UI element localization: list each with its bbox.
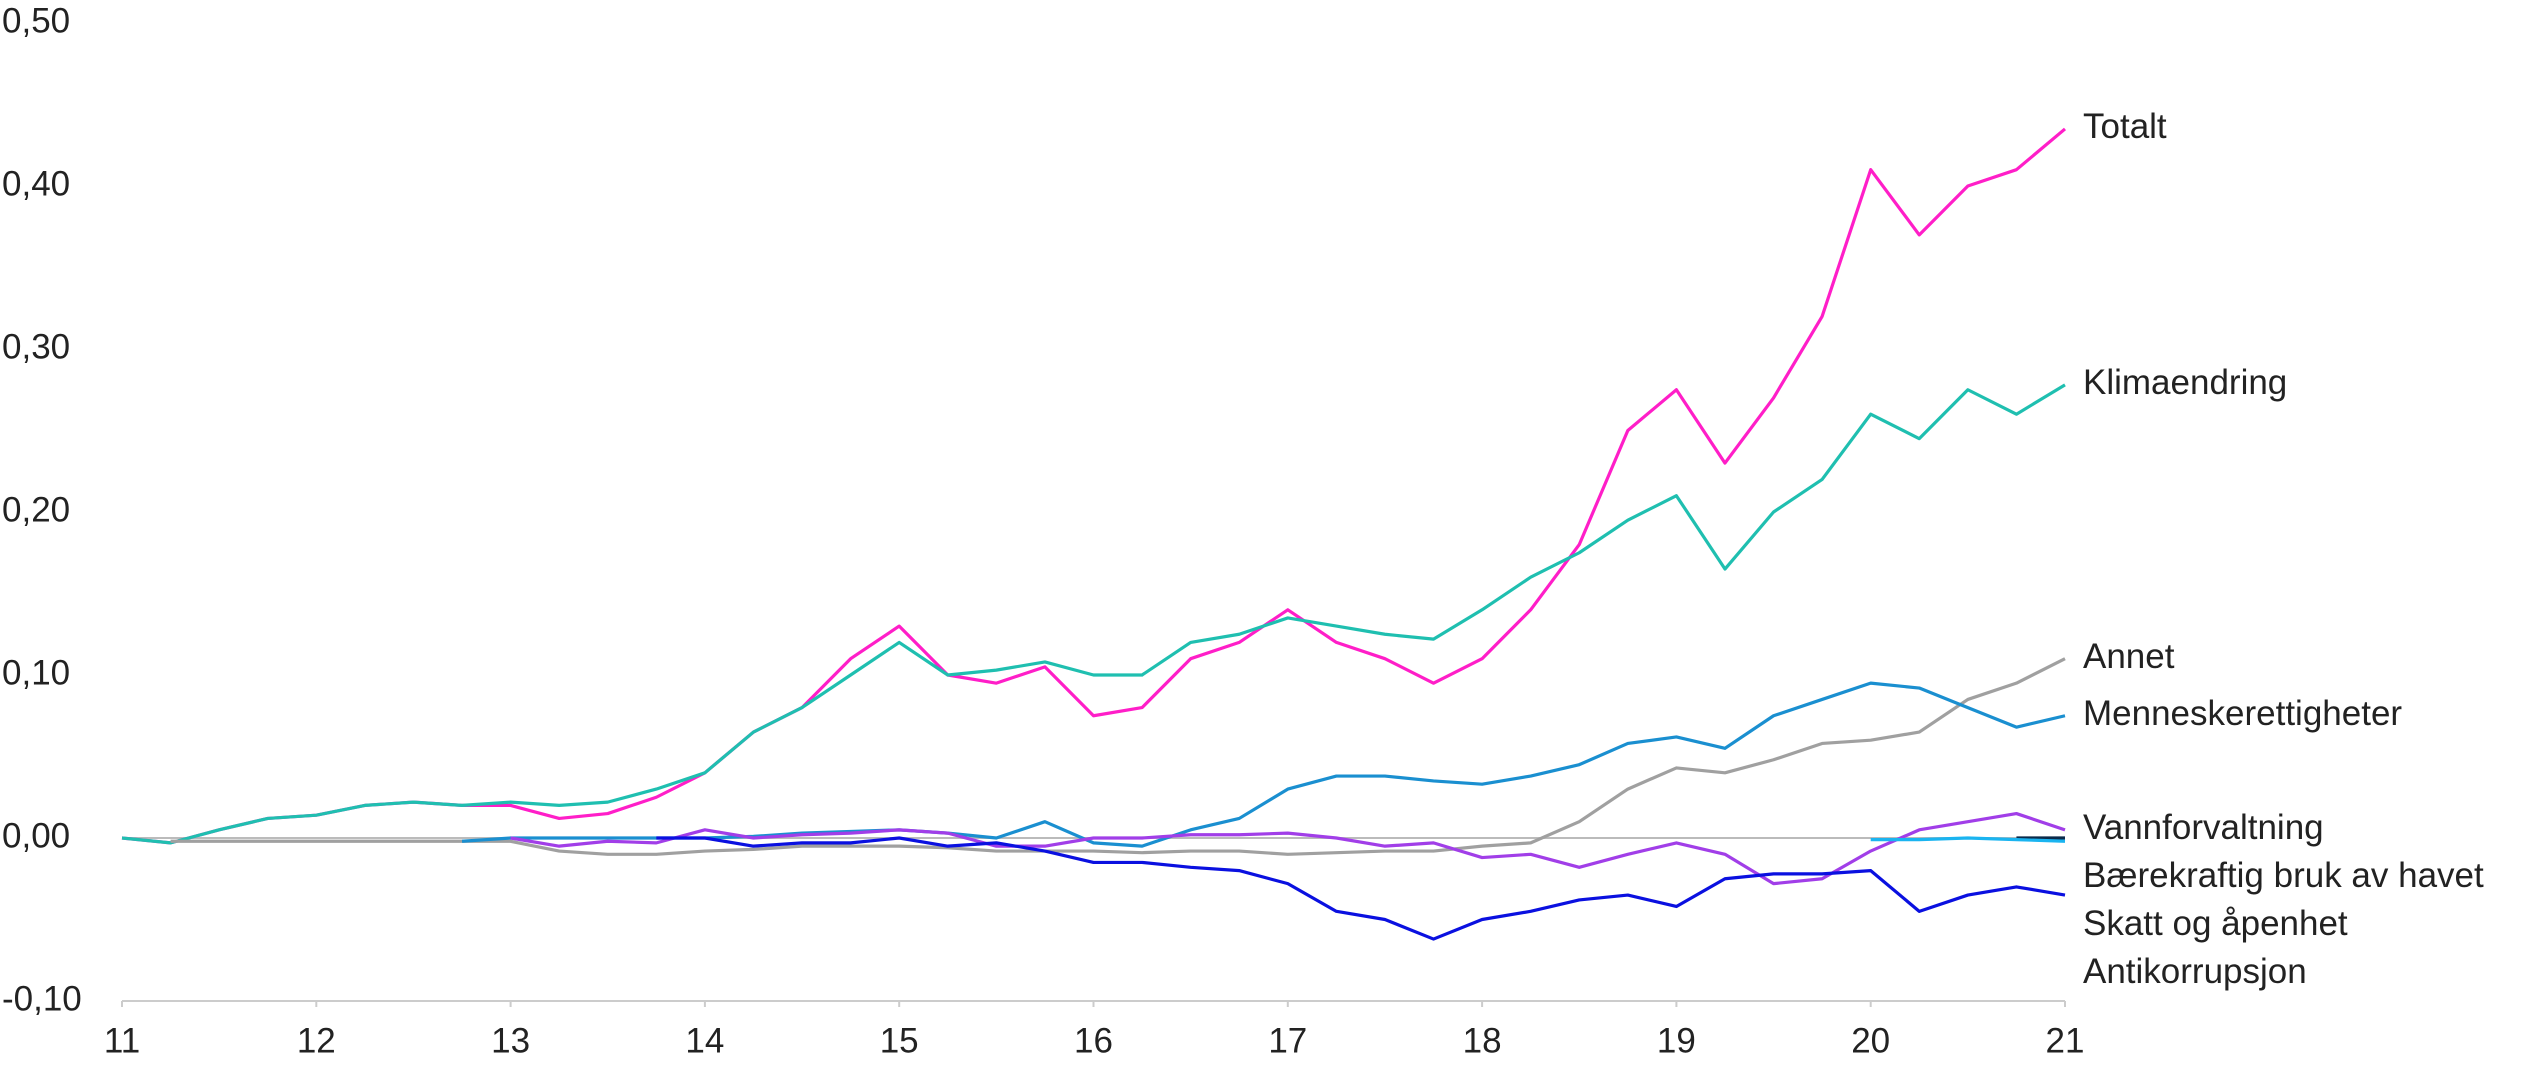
x-tick-label: 17 <box>1268 1021 1307 1060</box>
x-tick-label: 20 <box>1851 1021 1890 1060</box>
x-tick-label: 11 <box>104 1021 140 1060</box>
y-tick-label: 0,20 <box>2 490 70 529</box>
y-tick-label: 0,50 <box>2 1 70 40</box>
x-tick-label: 12 <box>297 1021 336 1060</box>
x-tick-label: 16 <box>1074 1021 1113 1060</box>
series-line <box>121 383 2066 845</box>
series-line <box>170 657 2066 856</box>
x-tick-label: 14 <box>685 1021 724 1060</box>
series-label: Vannforvaltning <box>2083 808 2324 847</box>
series-label: Annet <box>2083 637 2175 676</box>
series-label: Skatt og åpenhet <box>2083 904 2348 943</box>
x-tick-label: 21 <box>2046 1021 2085 1060</box>
x-tick-label: 19 <box>1657 1021 1696 1060</box>
series-line <box>656 836 2066 941</box>
x-tick-label: 15 <box>880 1021 919 1060</box>
y-tick-label: -0,10 <box>2 979 82 1018</box>
series-label: Menneskerettigheter <box>2083 694 2402 733</box>
y-tick-label: 0,10 <box>2 653 70 692</box>
series-label: Bærekraftig bruk av havet <box>2083 856 2484 895</box>
series-line <box>1870 836 2066 843</box>
y-tick-label: 0,40 <box>2 164 70 203</box>
series-label: Antikorrupsjon <box>2083 952 2307 991</box>
x-tick-label: 18 <box>1463 1021 1502 1060</box>
y-tick-label: 0,00 <box>2 816 70 855</box>
series-line <box>461 681 2066 848</box>
y-tick-label: 0,30 <box>2 327 70 366</box>
series-line <box>121 127 2067 845</box>
series-label: Totalt <box>2083 107 2167 146</box>
x-tick-label: 13 <box>491 1021 530 1060</box>
series-label: Klimaendring <box>2083 363 2287 402</box>
series-line <box>510 811 2066 886</box>
